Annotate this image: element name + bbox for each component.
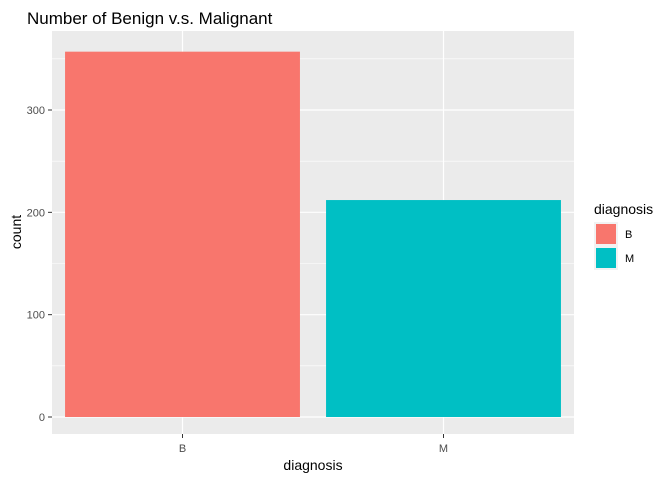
bar-B (65, 51, 300, 418)
legend-swatch-M (596, 248, 616, 268)
x-axis-title: diagnosis (283, 457, 342, 473)
legend: diagnosis BM (594, 201, 653, 270)
x-tick-label: M (439, 443, 448, 455)
y-axis-title: count (8, 215, 24, 249)
y-tick-label: 0 (39, 412, 45, 424)
legend-items: BM (594, 222, 634, 270)
y-tick-label: 300 (27, 105, 45, 117)
y-tick-label: 100 (27, 310, 45, 322)
legend-label-B: B (625, 229, 632, 241)
bars (65, 51, 561, 418)
chart-title: Number of Benign v.s. Malignant (27, 9, 273, 28)
y-tick-label: 200 (27, 207, 45, 219)
x-tick-label: B (179, 443, 186, 455)
bar-M (326, 200, 561, 417)
legend-title: diagnosis (594, 201, 653, 217)
legend-swatch-B (596, 224, 616, 244)
legend-label-M: M (625, 253, 634, 265)
y-axis-ticks: 0 100 200 300 (27, 105, 52, 424)
